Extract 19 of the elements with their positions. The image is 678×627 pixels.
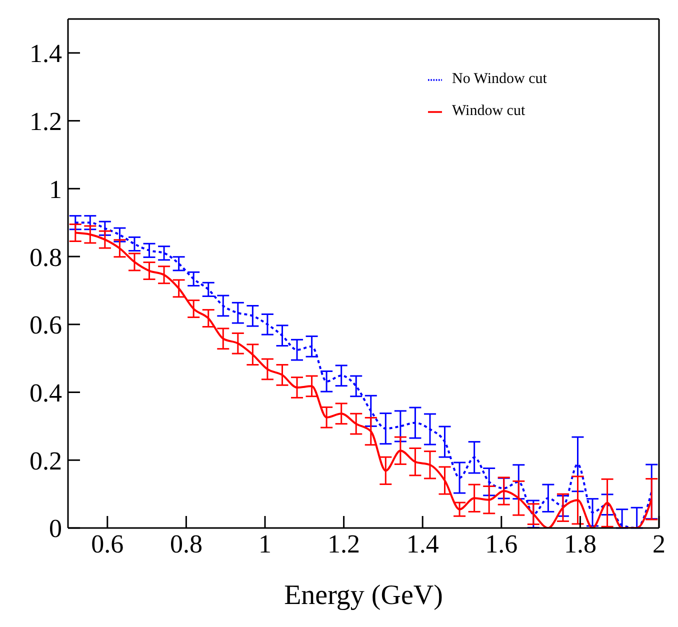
y-tick-label: 1 [49, 174, 62, 204]
x-tick-label: 0.6 [91, 529, 124, 558]
legend-label: No Window cut [452, 71, 547, 87]
y-tick-label: 0.4 [30, 378, 62, 408]
x-tick-label: 1.2 [328, 529, 360, 558]
y-tick-label: 1.4 [30, 39, 62, 68]
y-tick-label: 0.6 [30, 310, 62, 340]
y-tick-label: 0.8 [30, 242, 62, 272]
y-tick-label: 1.2 [30, 107, 62, 136]
x-tick-label: 2 [652, 529, 666, 558]
x-tick-label: 1.6 [485, 529, 518, 558]
x-tick-label: 1.8 [564, 529, 596, 558]
legend-label: Window cut [452, 103, 526, 119]
y-tick-label: 0.2 [30, 446, 62, 476]
x-tick-label: 1.4 [406, 529, 439, 558]
x-tick-label: 1 [258, 529, 272, 558]
y-tick-label: 0 [49, 514, 62, 544]
x-tick-label: 0.8 [170, 529, 202, 558]
x-axis-title: Energy (GeV) [284, 580, 443, 611]
